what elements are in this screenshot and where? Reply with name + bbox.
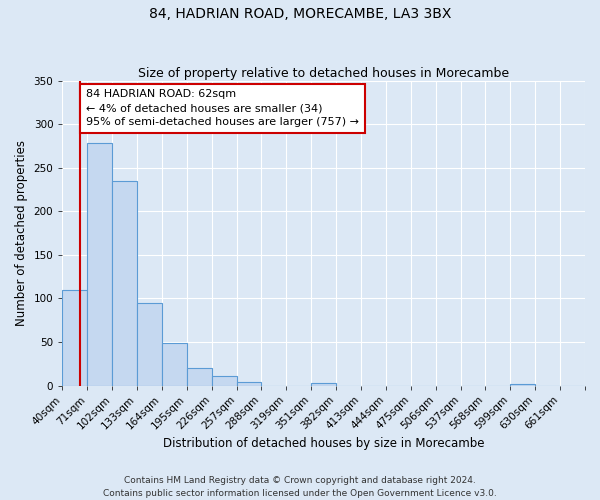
Bar	[87, 144, 112, 386]
Bar	[137, 303, 162, 386]
Bar	[187, 368, 212, 386]
Bar	[236, 382, 262, 386]
X-axis label: Distribution of detached houses by size in Morecambe: Distribution of detached houses by size …	[163, 437, 484, 450]
Text: 84 HADRIAN ROAD: 62sqm
← 4% of detached houses are smaller (34)
95% of semi-deta: 84 HADRIAN ROAD: 62sqm ← 4% of detached …	[86, 90, 359, 128]
Title: Size of property relative to detached houses in Morecambe: Size of property relative to detached ho…	[138, 66, 509, 80]
Bar	[311, 383, 336, 386]
Y-axis label: Number of detached properties: Number of detached properties	[15, 140, 28, 326]
Bar	[212, 376, 236, 386]
Bar	[62, 290, 87, 386]
Text: Contains HM Land Registry data © Crown copyright and database right 2024.
Contai: Contains HM Land Registry data © Crown c…	[103, 476, 497, 498]
Bar	[112, 181, 137, 386]
Bar	[511, 384, 535, 386]
Text: 84, HADRIAN ROAD, MORECAMBE, LA3 3BX: 84, HADRIAN ROAD, MORECAMBE, LA3 3BX	[149, 8, 451, 22]
Bar	[162, 343, 187, 386]
